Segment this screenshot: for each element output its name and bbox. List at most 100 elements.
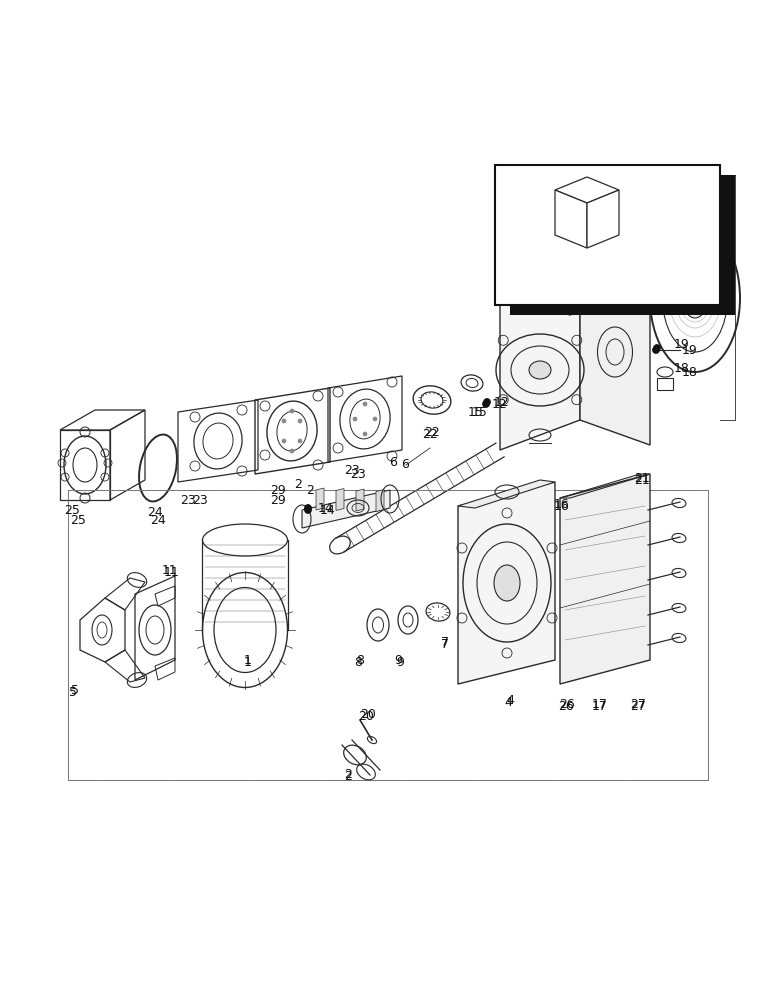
Polygon shape — [458, 482, 555, 684]
Text: 17: 17 — [592, 700, 608, 712]
Circle shape — [652, 347, 659, 354]
Text: KIT: KIT — [592, 226, 612, 236]
Polygon shape — [500, 260, 580, 450]
Circle shape — [298, 439, 302, 443]
Text: 7: 7 — [441, 639, 449, 652]
Circle shape — [483, 398, 490, 406]
Text: 23: 23 — [192, 493, 208, 506]
Text: 5: 5 — [71, 684, 79, 696]
Text: 15: 15 — [468, 406, 484, 420]
Text: 29: 29 — [270, 484, 286, 496]
Text: =28: =28 — [650, 192, 676, 205]
Text: 16: 16 — [554, 497, 570, 510]
Polygon shape — [555, 190, 587, 248]
Text: 20: 20 — [360, 708, 376, 722]
Text: 13: 13 — [620, 222, 636, 234]
Text: 19: 19 — [674, 338, 690, 351]
Circle shape — [482, 400, 489, 408]
Text: 8: 8 — [354, 656, 362, 668]
Text: 18: 18 — [674, 361, 690, 374]
Text: 24: 24 — [150, 514, 166, 526]
Circle shape — [353, 417, 357, 421]
Text: 23: 23 — [344, 464, 360, 477]
Circle shape — [304, 504, 311, 512]
Text: 2: 2 — [294, 478, 302, 490]
Text: 10: 10 — [690, 209, 706, 222]
Text: 26: 26 — [559, 698, 575, 710]
Circle shape — [611, 225, 618, 232]
Text: 19: 19 — [682, 344, 698, 357]
Circle shape — [628, 194, 636, 202]
Bar — [68, 490, 708, 780]
Bar — [68, 490, 708, 780]
Circle shape — [290, 449, 294, 453]
Text: 25: 25 — [70, 514, 86, 526]
Text: 18: 18 — [682, 365, 698, 378]
Circle shape — [363, 432, 367, 436]
Text: 6: 6 — [401, 458, 409, 472]
Text: 29: 29 — [270, 493, 286, 506]
Ellipse shape — [494, 565, 520, 601]
Text: KIT: KIT — [560, 226, 580, 236]
Text: 14: 14 — [320, 504, 336, 516]
Bar — [495, 165, 720, 305]
Polygon shape — [587, 190, 619, 248]
Bar — [657, 378, 673, 390]
Text: 4: 4 — [504, 696, 512, 708]
Text: 22: 22 — [424, 426, 440, 438]
Text: 9: 9 — [396, 656, 404, 668]
Polygon shape — [316, 488, 324, 510]
Text: 22: 22 — [422, 428, 438, 442]
Text: 21: 21 — [634, 472, 650, 485]
Text: 3: 3 — [526, 253, 534, 266]
Circle shape — [298, 419, 302, 423]
Bar — [510, 175, 735, 315]
Text: 7: 7 — [441, 637, 449, 650]
Text: 27: 27 — [630, 700, 646, 712]
Polygon shape — [376, 489, 384, 512]
Text: 10: 10 — [689, 214, 705, 227]
Text: 14: 14 — [318, 502, 334, 514]
Text: 20: 20 — [358, 710, 374, 722]
Circle shape — [282, 419, 286, 423]
Text: 5: 5 — [69, 686, 77, 698]
Text: 1: 1 — [244, 654, 252, 666]
Polygon shape — [560, 474, 650, 684]
Circle shape — [290, 409, 294, 413]
Text: 2: 2 — [344, 770, 352, 784]
Polygon shape — [500, 260, 650, 315]
Text: 26: 26 — [558, 700, 574, 712]
Polygon shape — [555, 177, 619, 203]
Text: 27: 27 — [630, 698, 646, 710]
Text: 17: 17 — [592, 698, 608, 710]
Circle shape — [363, 402, 367, 406]
Text: 15: 15 — [472, 406, 488, 418]
Ellipse shape — [682, 278, 707, 318]
Text: 1: 1 — [244, 656, 252, 668]
Circle shape — [304, 506, 311, 514]
Text: 11: 11 — [162, 564, 178, 576]
Text: 3: 3 — [526, 245, 534, 258]
Text: 23: 23 — [180, 493, 196, 506]
Text: 9: 9 — [394, 654, 402, 666]
Text: 23: 23 — [350, 468, 366, 482]
Ellipse shape — [529, 361, 551, 379]
Polygon shape — [356, 489, 364, 511]
Circle shape — [282, 439, 286, 443]
Text: 13: 13 — [620, 214, 636, 227]
Polygon shape — [302, 490, 390, 528]
Text: 16: 16 — [554, 499, 570, 512]
Polygon shape — [580, 260, 650, 445]
Text: 2: 2 — [344, 768, 352, 782]
Text: 12: 12 — [492, 397, 508, 410]
Text: 6: 6 — [389, 456, 397, 468]
Circle shape — [373, 417, 377, 421]
Text: 4: 4 — [506, 694, 514, 706]
Text: 21: 21 — [634, 474, 650, 487]
Text: 11: 11 — [164, 566, 180, 578]
Text: 2: 2 — [306, 484, 314, 496]
Text: 24: 24 — [147, 506, 163, 518]
Polygon shape — [336, 488, 344, 510]
Polygon shape — [458, 480, 555, 508]
Circle shape — [611, 222, 618, 229]
